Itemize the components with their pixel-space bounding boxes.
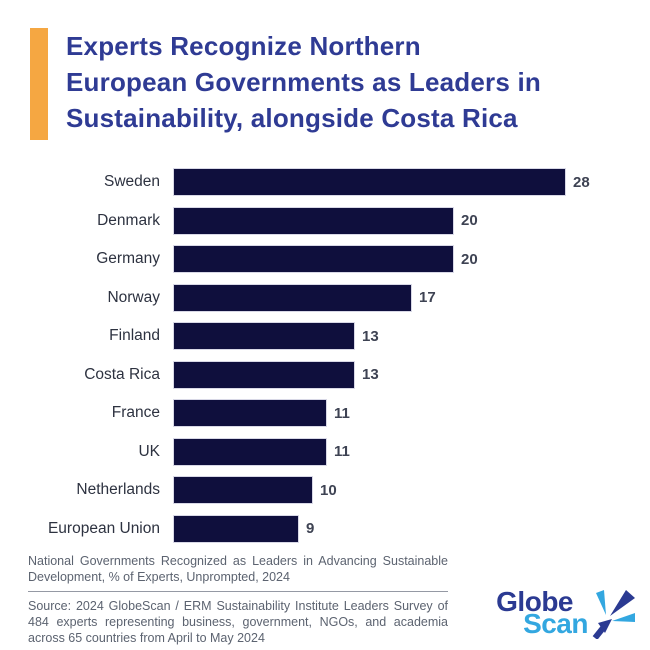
value-label: 10	[320, 481, 337, 499]
page-title: Experts Recognize Northern European Gove…	[66, 28, 541, 140]
category-label: Netherlands	[76, 481, 160, 499]
title-line-2: European Governments as Leaders in	[66, 67, 541, 97]
value-label: 13	[362, 366, 379, 384]
bar	[173, 437, 327, 466]
value-label: 11	[334, 443, 350, 461]
title-line-3: Sustainability, alongside Costa Rica	[66, 103, 518, 133]
divider	[28, 591, 448, 592]
chart-row: Denmark 20	[30, 202, 630, 241]
value-label: 20	[461, 250, 478, 268]
bar-chart: Sweden 28 Denmark 20 Germany 20 Norway 1…	[30, 163, 630, 548]
title-line-1: Experts Recognize Northern	[66, 31, 421, 61]
source-text: Source: 2024 GlobeScan / ERM Sustainabil…	[28, 599, 448, 645]
category-label: Norway	[107, 288, 160, 306]
value-label: 9	[306, 520, 315, 538]
category-label: Costa Rica	[84, 365, 160, 383]
category-label: Sweden	[103, 173, 160, 191]
chart-row: UK 11	[30, 433, 630, 472]
bar	[173, 399, 327, 428]
bar	[173, 322, 355, 351]
chart-row: France 11	[30, 394, 630, 433]
value-label: 13	[362, 327, 379, 345]
chart-row: Netherlands 10	[30, 471, 630, 510]
category-label: France	[111, 404, 160, 422]
chart-caption: National Governments Recognized as Leade…	[28, 554, 448, 584]
bar	[173, 283, 412, 312]
category-label: Germany	[96, 250, 160, 268]
category-label: Denmark	[97, 211, 160, 229]
bar	[173, 360, 355, 389]
header: Experts Recognize Northern European Gove…	[30, 28, 630, 140]
bar	[173, 168, 566, 197]
logo-text-scan: Scan	[523, 608, 588, 639]
globescan-logo: Globe Scan	[487, 588, 637, 640]
chart-row: Finland 13	[30, 317, 630, 356]
logo-text-globe: Globe	[496, 586, 573, 617]
bar	[173, 206, 454, 235]
category-label: European Union	[47, 519, 160, 537]
footnote: National Governments Recognized as Leade…	[28, 553, 448, 646]
value-label: 11	[334, 404, 350, 422]
bar	[173, 245, 454, 274]
chart-row: Sweden 28	[30, 163, 630, 202]
accent-bar	[30, 28, 48, 140]
category-label: UK	[138, 442, 160, 460]
value-label: 20	[461, 212, 478, 230]
chart-row: Costa Rica 13	[30, 356, 630, 395]
category-label: Finland	[109, 327, 160, 345]
chart-row: Norway 17	[30, 279, 630, 318]
bar	[173, 514, 299, 543]
bar	[173, 476, 313, 505]
value-label: 17	[419, 289, 436, 307]
chart-row: European Union 9	[30, 510, 630, 549]
globescan-burst-icon	[592, 590, 635, 639]
chart-row: Germany 20	[30, 240, 630, 279]
value-label: 28	[573, 173, 590, 191]
